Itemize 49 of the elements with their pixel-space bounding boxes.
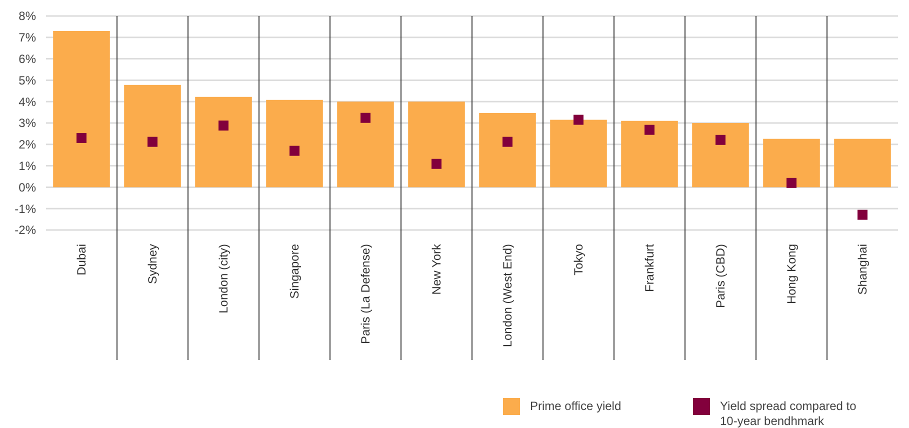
bar: [621, 120, 678, 188]
x-tick-label: Shanghai: [856, 244, 870, 295]
x-tick-label: Singapore: [288, 244, 302, 299]
legend-label: Prime office yield: [530, 399, 622, 413]
y-tick-label: 7%: [18, 30, 36, 45]
point: [786, 178, 796, 188]
point: [716, 134, 726, 145]
x-tick-label: Paris (La Defense): [358, 244, 373, 344]
y-tick-label: 0%: [18, 180, 36, 194]
point: [76, 132, 86, 143]
bar: [834, 138, 891, 188]
x-tick-label: Dubai: [74, 244, 89, 276]
bar: [337, 102, 394, 188]
x-tick-label: Tokyo: [572, 244, 586, 276]
y-tick-label: 5%: [18, 73, 36, 88]
x-tick-label: Sydney: [146, 244, 160, 284]
bar: [408, 102, 465, 188]
y-tick-label: 1%: [18, 159, 36, 173]
bar: [479, 112, 536, 188]
point: [218, 120, 228, 131]
y-tick-label: 2%: [18, 138, 36, 152]
bar: [53, 30, 110, 188]
y-tick-label: 4%: [18, 94, 36, 109]
point: [290, 146, 300, 156]
bar: [550, 120, 607, 188]
point: [502, 136, 512, 147]
bar: [266, 100, 323, 188]
bar: [195, 96, 252, 188]
point: [644, 124, 654, 135]
y-tick-label: 8%: [18, 9, 36, 24]
point: [858, 210, 868, 220]
y-tick-label: -1%: [14, 202, 36, 216]
point: [148, 136, 158, 147]
x-tick-label: New York: [430, 243, 444, 295]
x-tick-label: London (city): [216, 244, 231, 314]
y-tick-label: 6%: [18, 52, 36, 66]
x-tick-label: Paris (CBD): [714, 244, 728, 308]
legend-label: Yield spread compared to 10-year bendhmark: [720, 399, 857, 428]
bar: [692, 123, 749, 188]
point: [574, 114, 584, 125]
x-tick-label: London (West End): [500, 244, 515, 348]
x-tick-label: Hong Kong: [784, 244, 799, 304]
y-tick-label: -2%: [14, 223, 36, 238]
x-tick-label: Frankfurt: [642, 243, 657, 292]
bar: [763, 138, 820, 188]
point: [432, 158, 442, 169]
bar: [124, 84, 181, 188]
y-tick-label: 3%: [18, 116, 36, 130]
point: [360, 112, 370, 123]
